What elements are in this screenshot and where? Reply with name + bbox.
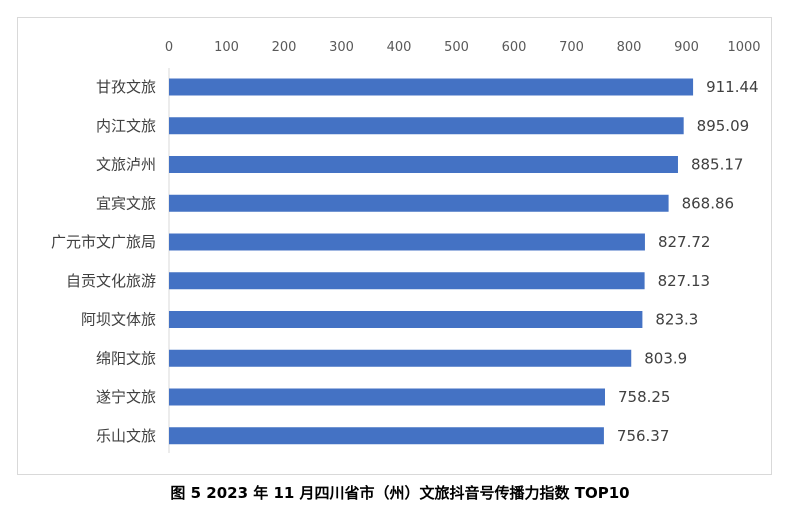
data-label: 911.44 bbox=[706, 78, 759, 96]
x-tick-label: 400 bbox=[387, 40, 412, 55]
category-label: 宜宾文旅 bbox=[96, 194, 156, 212]
bar bbox=[169, 349, 632, 367]
chart-plot: 0 100 200 300 400 500 600 700 800 900 1000 甘孜文旅 911.… bbox=[51, 40, 761, 453]
category-label: 广元市文广旅局 bbox=[51, 233, 156, 251]
x-tick-label: 100 bbox=[214, 40, 239, 55]
category-label: 自贡文化旅游 bbox=[66, 272, 156, 290]
category-label: 文旅泸州 bbox=[96, 156, 156, 174]
figure-caption: 图 5 2023 年 11 月四川省市（州）文旅抖音号传播力指数 TOP10 bbox=[170, 484, 630, 502]
x-tick-label: 900 bbox=[674, 40, 699, 55]
data-label: 827.72 bbox=[658, 233, 711, 251]
bar bbox=[169, 194, 669, 212]
x-tick-label: 600 bbox=[502, 40, 527, 55]
data-label: 885.17 bbox=[691, 156, 744, 174]
data-label: 868.86 bbox=[682, 194, 735, 212]
bar bbox=[169, 388, 605, 406]
x-tick-label: 700 bbox=[559, 40, 584, 55]
data-label: 758.25 bbox=[618, 388, 671, 406]
x-tick-label: 800 bbox=[617, 40, 642, 55]
category-label: 阿坝文体旅 bbox=[81, 311, 156, 329]
data-label: 895.09 bbox=[697, 117, 750, 135]
bar bbox=[169, 156, 678, 173]
category-label: 乐山文旅 bbox=[96, 427, 156, 445]
x-tick-label: 200 bbox=[272, 40, 297, 55]
bar bbox=[169, 427, 604, 445]
bar bbox=[169, 78, 694, 96]
category-label: 遂宁文旅 bbox=[96, 388, 156, 406]
bar bbox=[169, 117, 684, 135]
category-label: 甘孜文旅 bbox=[96, 78, 156, 96]
data-label: 823.3 bbox=[655, 311, 698, 329]
data-label: 803.9 bbox=[644, 349, 687, 367]
x-tick-label: 500 bbox=[444, 40, 469, 55]
bar bbox=[169, 311, 643, 328]
x-tick-label: 300 bbox=[329, 40, 354, 55]
x-tick-label: 0 bbox=[165, 40, 173, 55]
category-label: 绵阳文旅 bbox=[96, 349, 156, 367]
x-tick-label: 1000 bbox=[727, 40, 760, 55]
data-label: 756.37 bbox=[617, 427, 670, 445]
data-label: 827.13 bbox=[658, 272, 711, 290]
category-label: 内江文旅 bbox=[96, 117, 156, 135]
bar bbox=[169, 233, 645, 251]
bar bbox=[169, 272, 645, 290]
